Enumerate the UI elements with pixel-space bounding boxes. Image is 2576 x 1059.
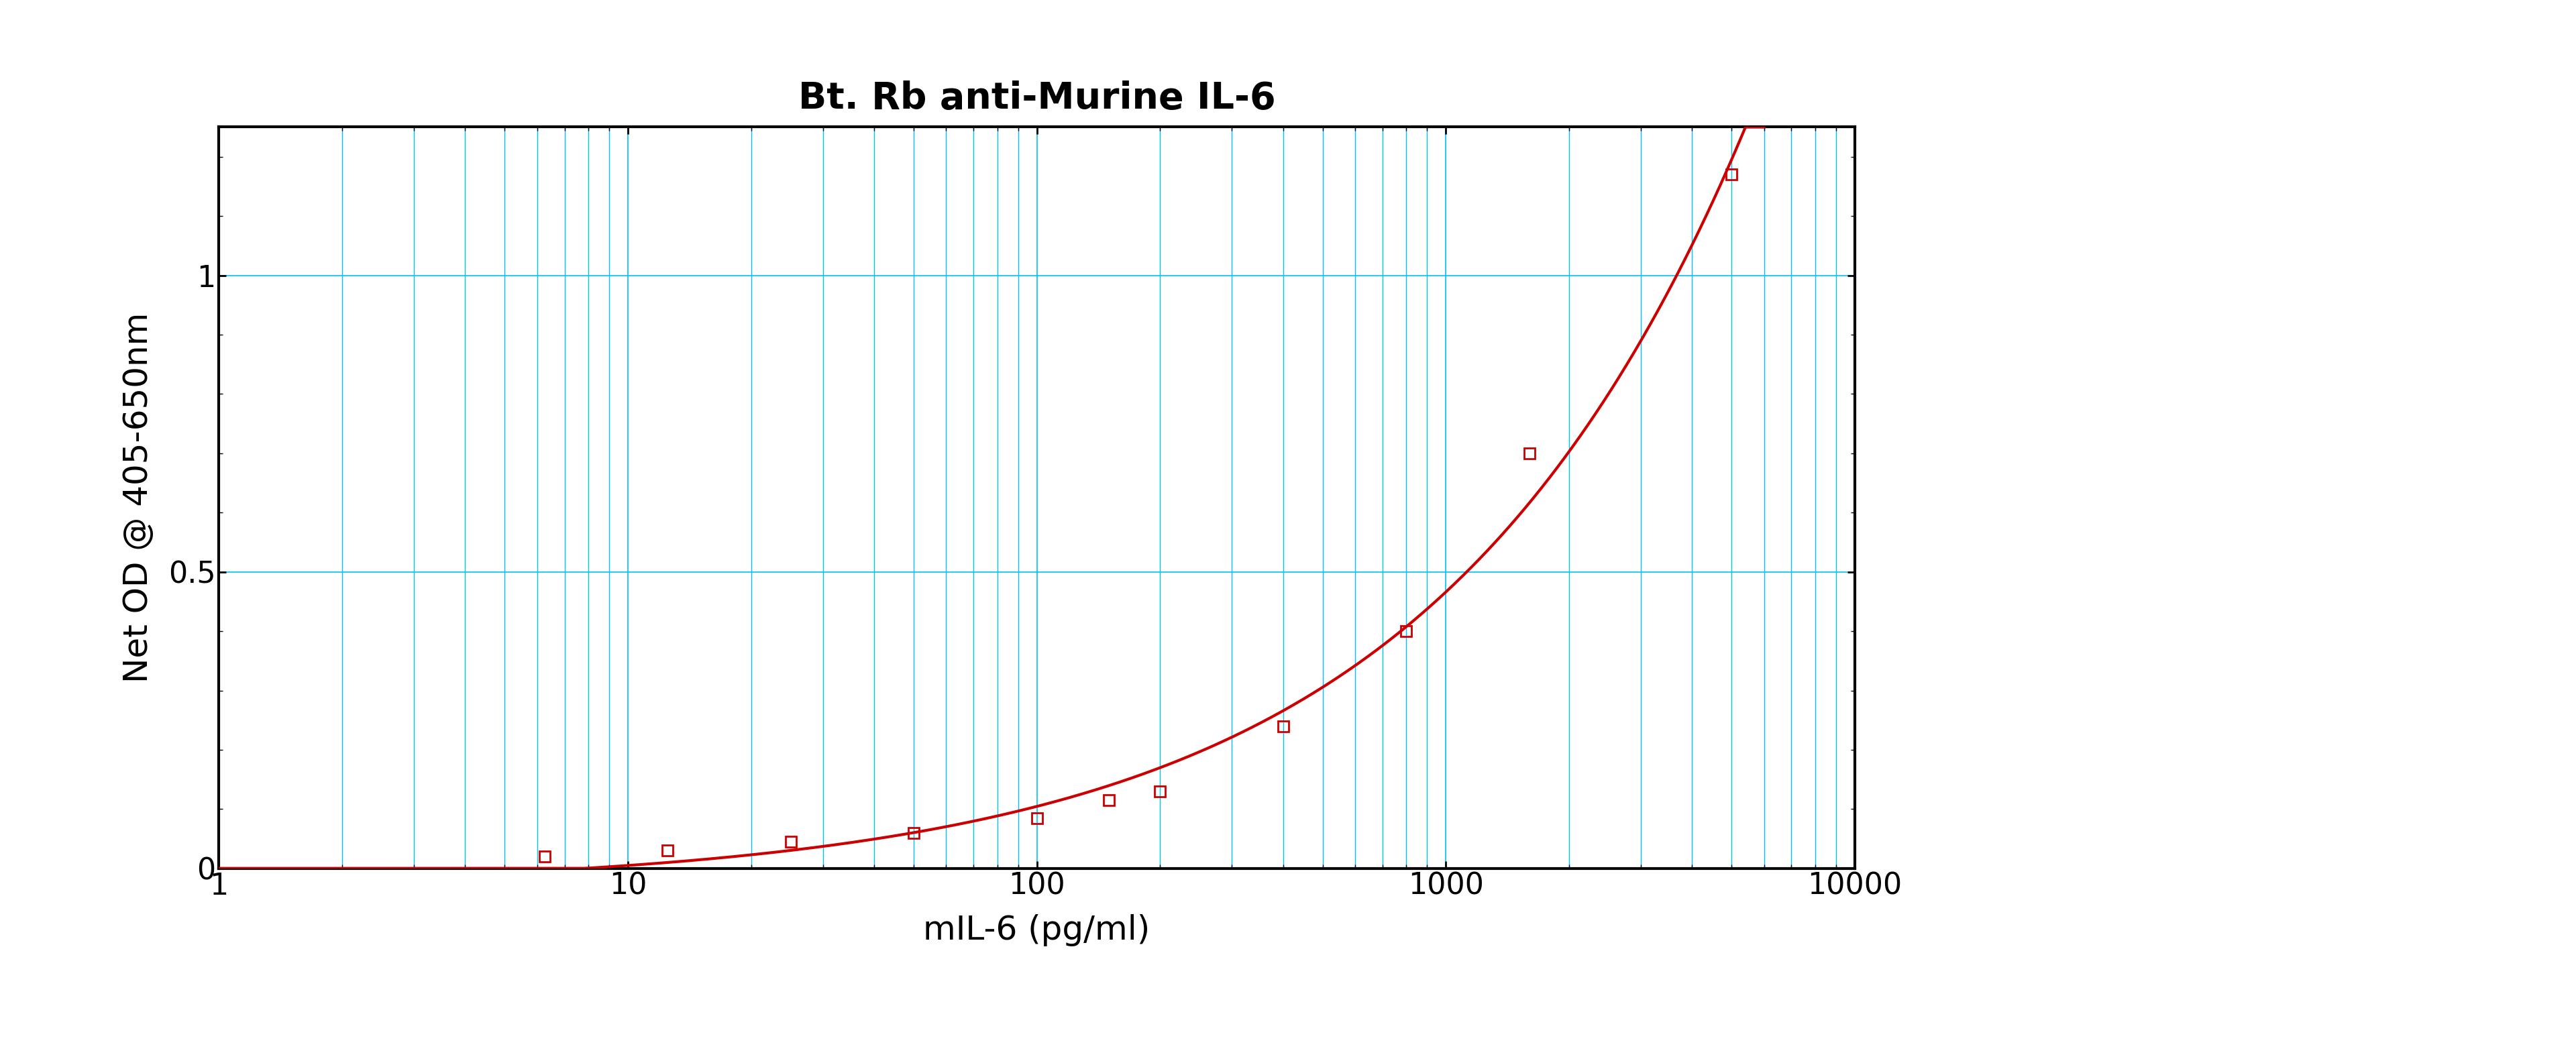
X-axis label: mIL-6 (pg/ml): mIL-6 (pg/ml) (922, 915, 1151, 947)
Y-axis label: Net OD @ 405-650nm: Net OD @ 405-650nm (121, 312, 155, 683)
Title: Bt. Rb anti-Murine IL-6: Bt. Rb anti-Murine IL-6 (799, 80, 1275, 116)
